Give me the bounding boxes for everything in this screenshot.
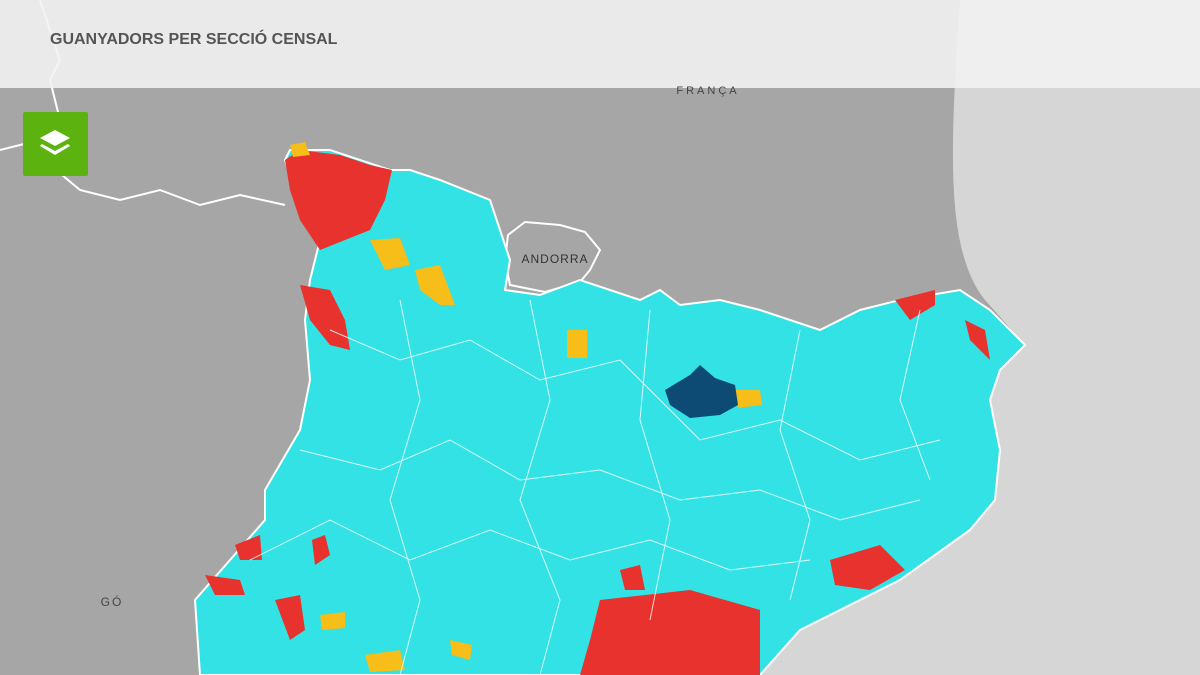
red-area <box>620 565 645 590</box>
red-area <box>205 575 245 595</box>
layers-icon <box>40 130 70 146</box>
header-title: GUANYADORS PER SECCIÓ CENSAL <box>50 29 338 48</box>
dark-blue-area <box>665 365 738 418</box>
red-area <box>275 595 305 640</box>
red-area <box>312 535 330 565</box>
red-area <box>235 535 262 560</box>
yellow-area <box>735 390 762 408</box>
yellow-areas <box>290 142 762 672</box>
yellow-area <box>290 142 310 157</box>
andorra-outline <box>503 220 602 294</box>
red-area <box>895 290 935 320</box>
layers-button[interactable] <box>23 112 88 176</box>
red-areas <box>205 150 990 675</box>
yellow-area <box>415 265 455 305</box>
yellow-area <box>567 330 587 358</box>
red-area <box>965 320 990 360</box>
catalonia <box>193 149 1027 675</box>
red-area <box>285 150 392 250</box>
sea <box>760 0 1200 675</box>
yellow-area <box>320 612 345 630</box>
yellow-area <box>370 238 410 270</box>
region-label: GÓ <box>101 594 124 609</box>
header-bar <box>0 0 1200 88</box>
country-label: ANDORRA <box>521 252 588 266</box>
country-label: FRANÇA <box>676 85 739 97</box>
yellow-area <box>450 640 472 660</box>
red-area <box>580 590 760 675</box>
yellow-area <box>365 650 405 672</box>
red-area <box>830 545 905 590</box>
layers-icon <box>40 144 70 155</box>
municipal-borders <box>249 299 941 675</box>
border <box>49 164 286 207</box>
